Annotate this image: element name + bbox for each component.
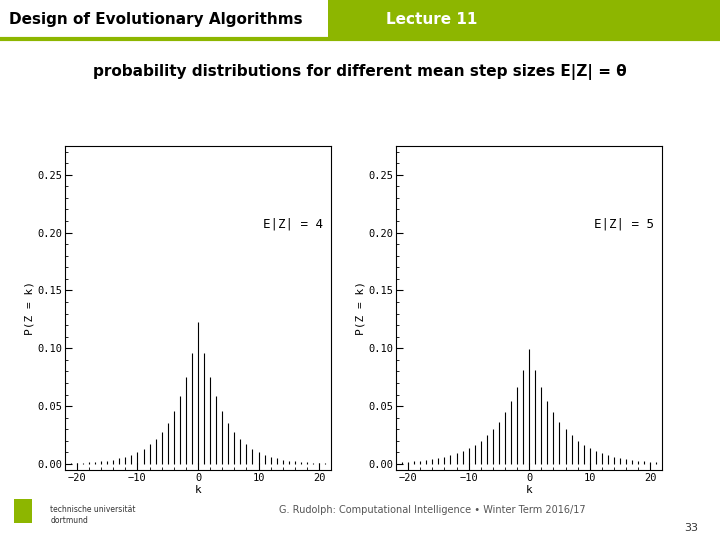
Text: G. Rudolph: Computational Intelligence • Winter Term 2016/17: G. Rudolph: Computational Intelligence •… [279, 505, 585, 515]
Text: 33: 33 [685, 523, 698, 533]
Y-axis label: P(Z = k): P(Z = k) [24, 281, 35, 335]
Text: E|Z| = 4: E|Z| = 4 [264, 217, 323, 230]
Bar [328, 0, 720, 39]
Y-axis label: P(Z = k): P(Z = k) [356, 281, 366, 335]
Bar [14, 499, 32, 523]
Text: technische universität
dortmund: technische universität dortmund [50, 505, 136, 525]
X-axis label: k: k [194, 485, 202, 495]
Text: E|Z| = 5: E|Z| = 5 [595, 217, 654, 230]
Text: Design of Evolutionary Algorithms: Design of Evolutionary Algorithms [9, 12, 302, 27]
Text: probability distributions for different mean step sizes E|Z| = θ: probability distributions for different … [93, 64, 627, 79]
Text: Lecture 11: Lecture 11 [387, 12, 477, 27]
X-axis label: k: k [526, 485, 533, 495]
